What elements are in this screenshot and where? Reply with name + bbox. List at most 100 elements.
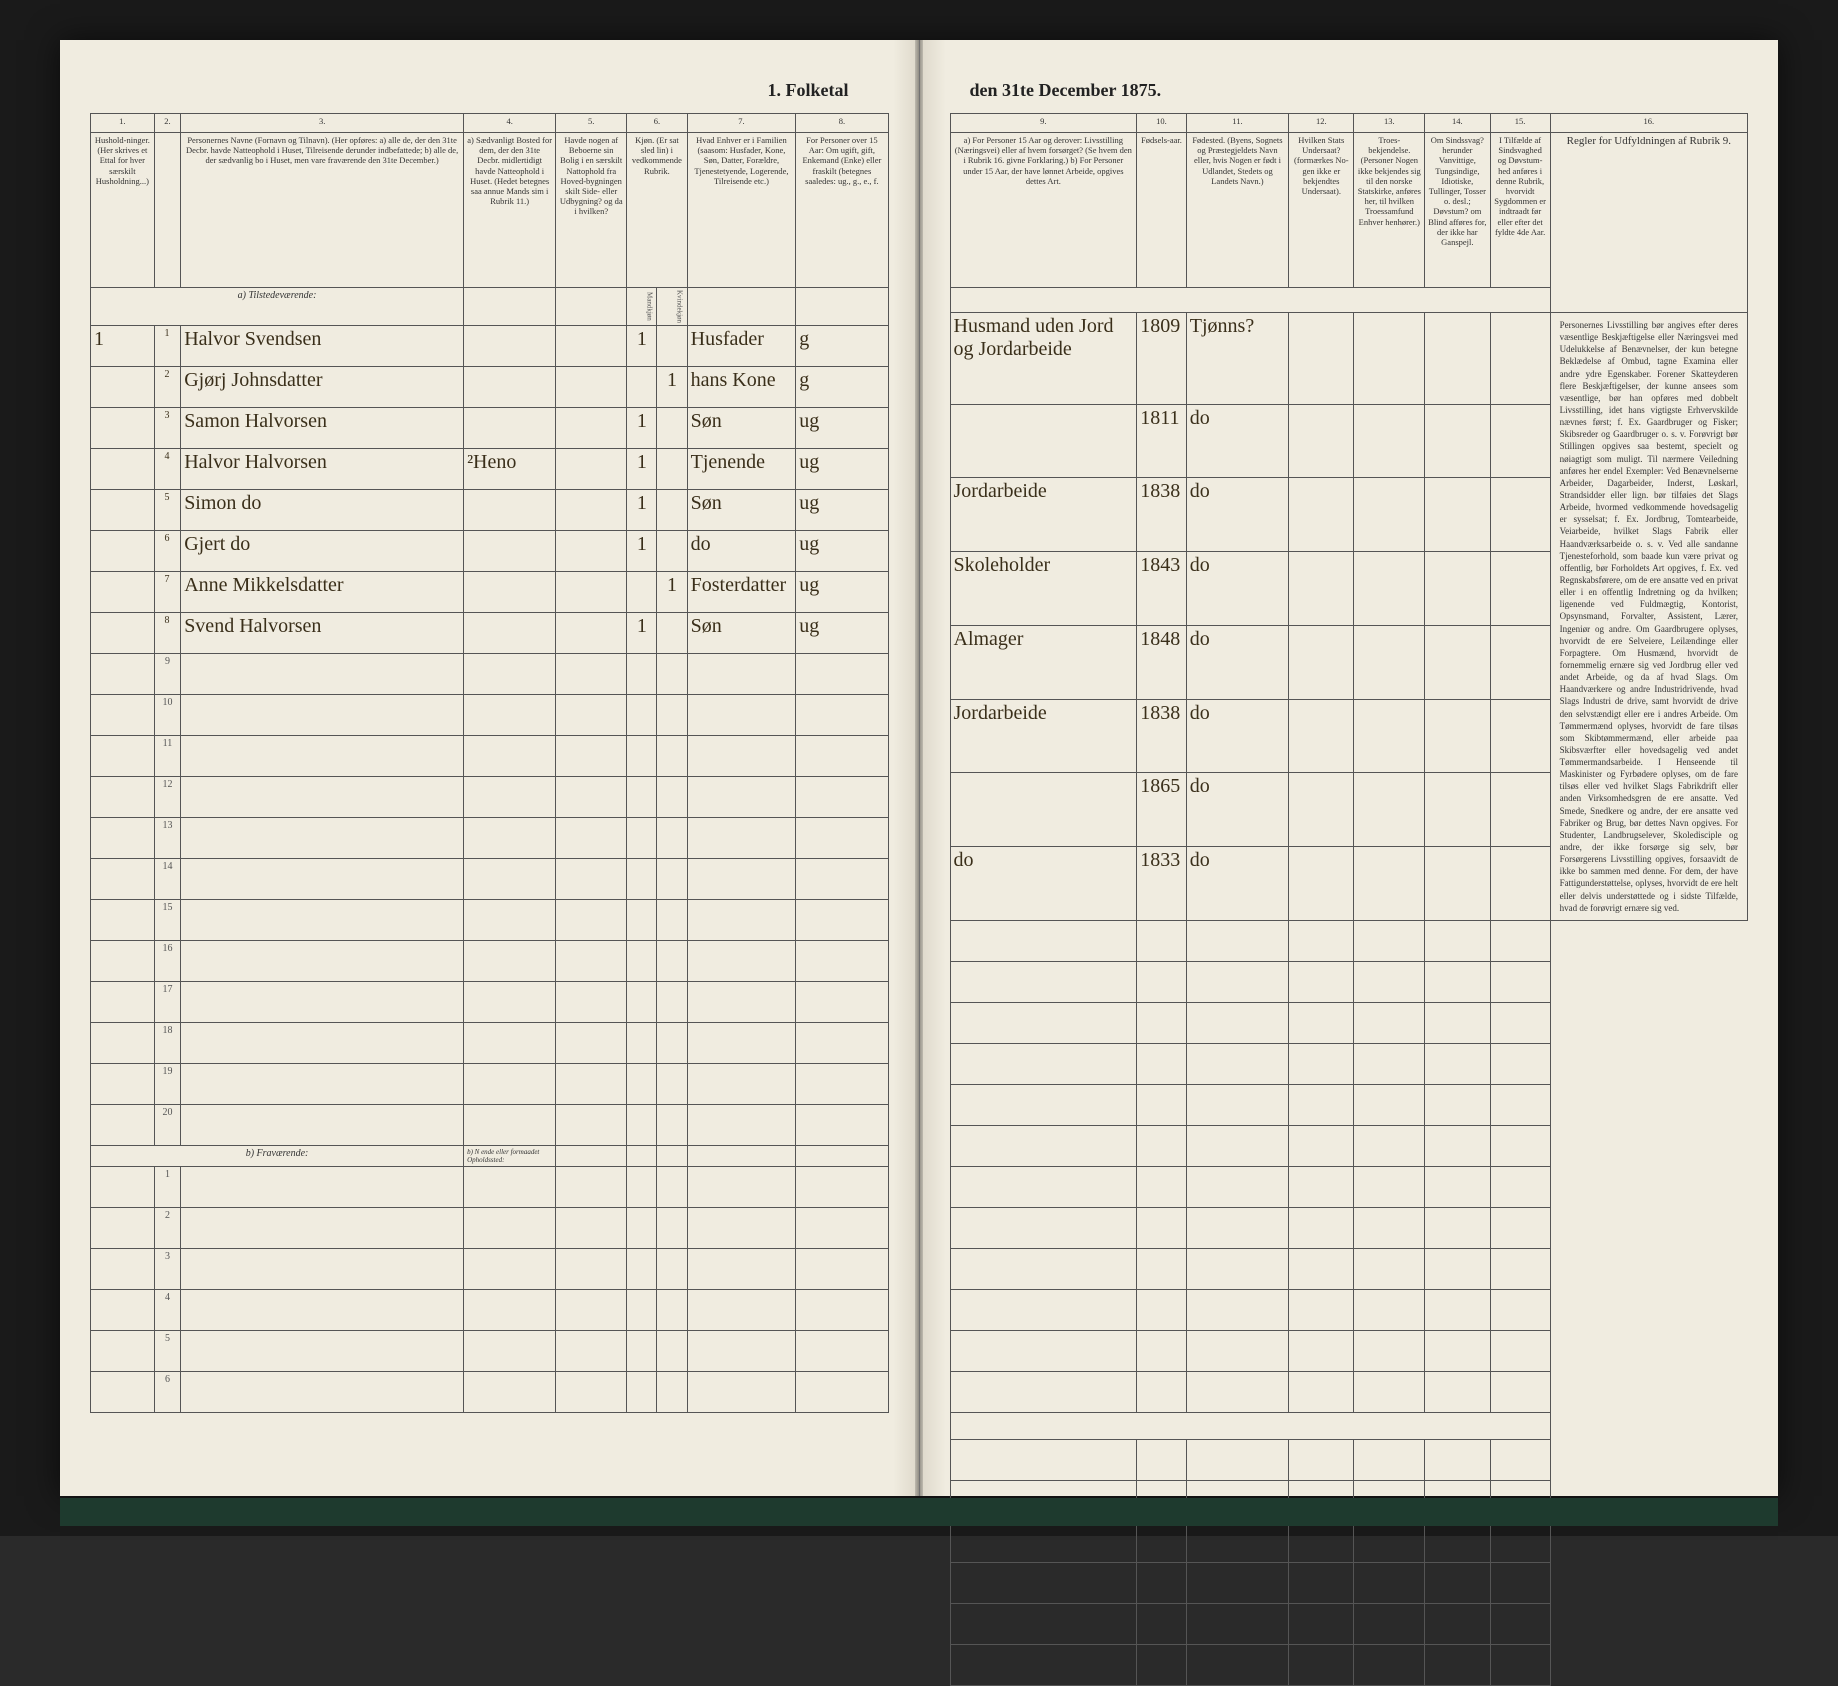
sex-female [657,531,687,572]
col-header: Hushold-ninger. (Her skrives et Ettal fo… [91,133,155,288]
book-binding [915,40,923,1496]
row-num: 14 [154,859,180,900]
nationality [1289,847,1354,921]
usual-residence [464,367,556,408]
disability-onset [1490,847,1550,921]
row-num: 8 [154,613,180,654]
disability-onset [1490,552,1550,626]
col-header-row: Hushold-ninger. (Her skrives et Ettal fo… [91,133,889,288]
col-num: 15. [1490,114,1550,133]
row-num: 15 [154,900,180,941]
disability-onset [1490,478,1550,552]
nationality [1289,478,1354,552]
col-num: 10. [1137,114,1187,133]
table-row [950,1521,1748,1562]
section-b-row: b) Fraværende: b) N ende eller formaadet… [91,1146,889,1167]
family-position: do [687,531,796,572]
table-row: 3 [91,1249,889,1290]
col-num: 16. [1550,114,1747,133]
table-row [950,1562,1748,1603]
sex-male: 1 [627,613,657,654]
person-name: Svend Halvorsen [181,613,464,654]
table-row [950,1289,1748,1330]
disability [1425,847,1490,921]
occupation: Jordarbeide [950,699,1137,773]
disability-onset [1490,773,1550,847]
table-row [950,1371,1748,1412]
occupation: do [950,847,1137,921]
nationality [1289,699,1354,773]
usual-residence [464,531,556,572]
col-header: Fødsels-aar. [1137,133,1187,288]
marital-status: ug [796,613,888,654]
disability [1425,625,1490,699]
col-num: 11. [1186,114,1288,133]
outbuilding [556,326,627,367]
table-row: 12 [91,777,889,818]
nationality [1289,552,1354,626]
occupation [950,773,1137,847]
table-row: 5Simon do1Sønug [91,490,889,531]
table-row: 4Halvor Halvorsen²Heno1Tjenendeug [91,449,889,490]
outbuilding [556,531,627,572]
outbuilding [556,572,627,613]
sex-male: 1 [627,326,657,367]
instructions-cell: Personernes Livsstilling bør angives eft… [1550,313,1747,921]
col-num: 2. [154,114,180,133]
table-row [950,1084,1748,1125]
disability-onset [1490,699,1550,773]
person-name: Halvor Halvorsen [181,449,464,490]
disability [1425,313,1490,405]
sex-male [627,367,657,408]
outbuilding [556,367,627,408]
col-num: 8. [796,114,888,133]
col-header-instructions: Regler for Udfyldningen af Rubrik 9. [1550,133,1747,313]
religion [1354,625,1425,699]
birth-year: 1843 [1137,552,1187,626]
table-row: 20 [91,1105,889,1146]
viewer-frame: 1. Folketal 1. 2. 3. 4. 5. 6. 7. 8. Hush… [0,0,1838,1536]
outbuilding [556,408,627,449]
table-row: 2 [91,1208,889,1249]
disability [1425,478,1490,552]
col-num: 5. [556,114,627,133]
row-num: 2 [154,1208,180,1249]
row-num: 9 [154,654,180,695]
bottom-edge [60,1498,1778,1526]
household-num [91,408,155,449]
table-row: 7Anne Mikkelsdatter1Fosterdatterug [91,572,889,613]
religion [1354,552,1425,626]
birth-year: 1838 [1137,478,1187,552]
col-header [154,133,180,288]
col-header: Om Sindssvag? herunder Vanvittige, Tungs… [1425,133,1490,288]
row-num: 7 [154,572,180,613]
row-num: 4 [154,1290,180,1331]
table-row: 1 [91,1167,889,1208]
sex-male: 1 [627,531,657,572]
sub-header: Mandkjøn [627,288,657,326]
birthplace: do [1186,773,1288,847]
left-page: 1. Folketal 1. 2. 3. 4. 5. 6. 7. 8. Hush… [60,40,920,1496]
marital-status: ug [796,408,888,449]
birthplace: do [1186,625,1288,699]
sex-male [627,572,657,613]
table-row [950,1166,1748,1207]
table-row [950,1644,1748,1685]
table-row [950,920,1748,961]
row-num: 4 [154,449,180,490]
outbuilding [556,449,627,490]
sex-female [657,449,687,490]
col-header: a) For Personer 15 Aar og derover: Livss… [950,133,1137,288]
birthplace: do [1186,404,1288,478]
census-table-left: 1. 2. 3. 4. 5. 6. 7. 8. Hushold-ninger. … [90,113,889,1413]
col-num: 9. [950,114,1137,133]
household-num [91,531,155,572]
birthplace: do [1186,478,1288,552]
person-name: Anne Mikkelsdatter [181,572,464,613]
birthplace: do [1186,847,1288,921]
col-header: Hvilken Stats Undersaat? (formærkes No-g… [1289,133,1354,288]
table-row: 18 [91,1023,889,1064]
instructions-text: Personernes Livsstilling bør angives eft… [1554,315,1744,918]
col-num: 12. [1289,114,1354,133]
table-row [950,1248,1748,1289]
